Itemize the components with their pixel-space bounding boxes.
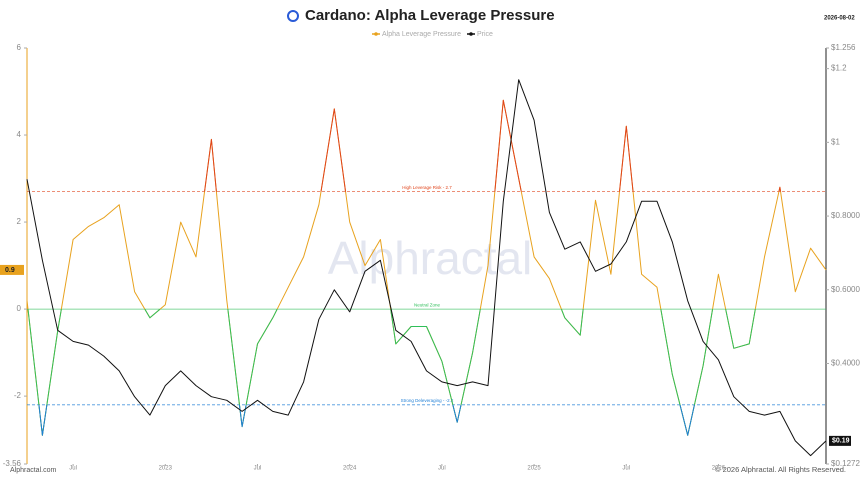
footer-left: Alphractal.com — [10, 467, 56, 474]
threshold-label: Neutral Zone — [414, 302, 441, 307]
y2-tick-label: $0.60000 — [831, 285, 860, 294]
y2-tick-label: $0.12726 — [831, 459, 860, 468]
date: 2026-08-02 — [824, 16, 855, 22]
legend-dot — [469, 32, 473, 36]
last-value-box — [829, 435, 851, 446]
y-tick-label: 2 — [17, 217, 22, 226]
legend-label: Alpha Leverage Pressure — [382, 31, 461, 38]
chart-title: Cardano: Alpha Leverage Pressure — [305, 7, 555, 24]
y2-tick-label: $0.80000 — [831, 211, 860, 220]
last-value-label: $0.19 — [832, 438, 850, 445]
x-tick-label: 2025 — [527, 466, 541, 472]
y2-tick-label: $1.2 — [831, 64, 847, 73]
watermark: Alphractal — [328, 232, 533, 284]
x-tick-label: Jul — [254, 466, 262, 472]
y-tick-label: 4 — [17, 130, 22, 139]
series-line — [26, 79, 827, 457]
x-tick-label: Jul — [438, 466, 446, 472]
x-tick-label: Jul — [69, 466, 77, 472]
y2-tick-label: $1.256 — [831, 43, 856, 52]
last-value-label: 0.9 — [5, 267, 15, 274]
threshold-label: Strong Deleveraging - -2.2 — [401, 398, 454, 403]
y-tick-label: 6 — [17, 43, 22, 52]
logo — [287, 10, 299, 22]
y2-tick-label: $0.40000 — [831, 359, 860, 368]
y-tick-label: 0 — [17, 304, 22, 313]
last-value-box — [0, 264, 24, 275]
y-tick-label: -2 — [14, 391, 22, 400]
legend-dot — [374, 32, 378, 36]
x-tick-label: Jul — [622, 466, 630, 472]
footer-right: © 2026 Alphractal. All Rights Reserved. — [715, 465, 846, 474]
series-zone-line — [38, 404, 695, 436]
x-tick-label: 2026 — [712, 466, 726, 472]
x-tick-label: 2023 — [159, 466, 173, 472]
y2-tick-label: $1 — [831, 137, 840, 146]
threshold-label: High Leverage Risk - 2.7 — [402, 185, 452, 190]
y-tick-label: -3.56 — [3, 459, 22, 468]
x-tick-label: 2024 — [343, 466, 357, 472]
legend-label: Price — [477, 31, 493, 38]
